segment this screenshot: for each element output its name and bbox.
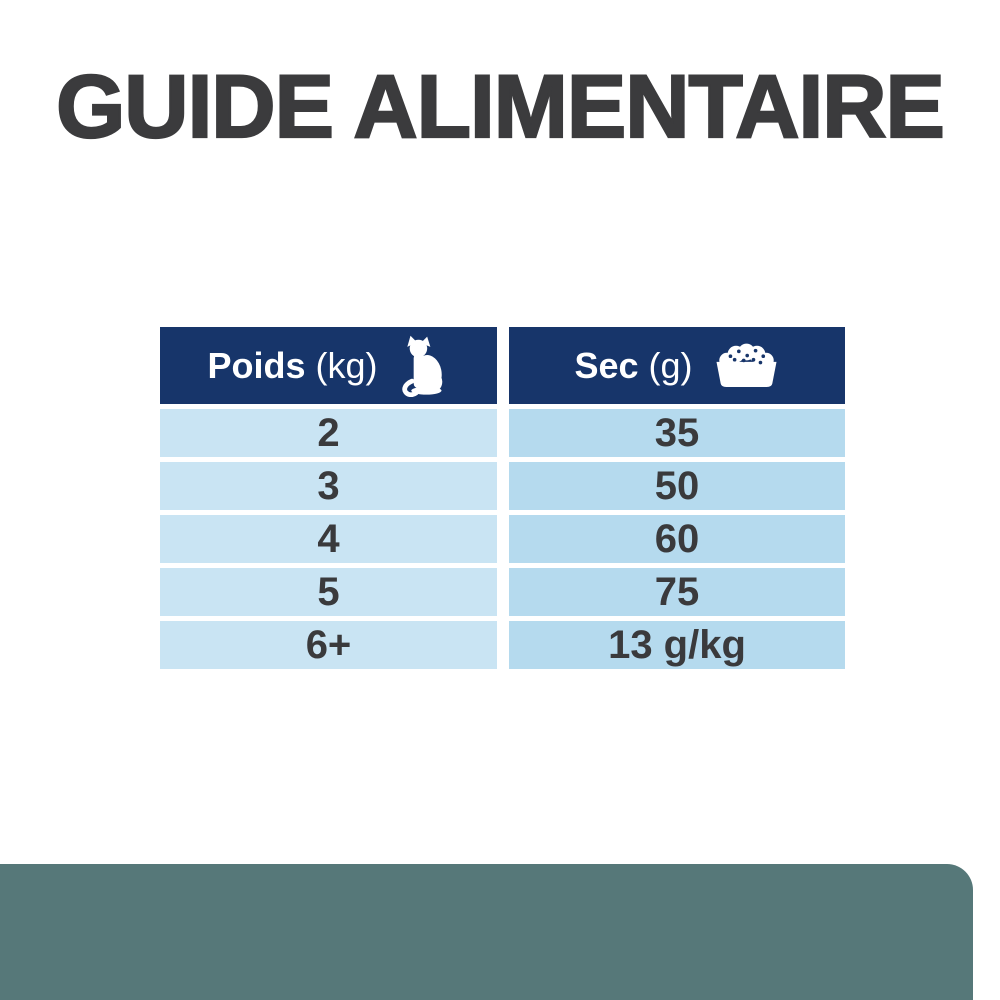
poids-cell: 5 [160, 568, 497, 616]
page-title: GUIDE ALIMENTAIRE [0, 60, 1000, 151]
food-bowl-icon [713, 343, 780, 389]
poids-cell: 4 [160, 515, 497, 563]
sec-cell: 50 [509, 462, 845, 510]
sec-header-label: Sec [574, 344, 639, 386]
poids-cell: 3 [160, 462, 497, 510]
sec-cell: 13 g/kg [509, 621, 845, 669]
header-cell-sec: Sec (g) [509, 327, 845, 404]
poids-header-unit: (kg) [315, 344, 378, 386]
teal-footer-band [0, 864, 973, 1000]
poids-cell: 2 [160, 409, 497, 457]
sec-cell: 35 [509, 409, 845, 457]
sec-cell: 60 [509, 515, 845, 563]
sec-cell: 75 [509, 568, 845, 616]
cat-icon [398, 335, 450, 397]
page-title-text: GUIDE ALIMENTAIRE [55, 56, 946, 156]
sec-header-unit: (g) [648, 344, 693, 386]
feeding-guide-table: Poids (kg) Sec (g) [160, 327, 845, 669]
header-cell-poids: Poids (kg) [160, 327, 497, 404]
poids-cell: 6+ [160, 621, 497, 669]
poids-header-label: Poids [207, 344, 306, 386]
